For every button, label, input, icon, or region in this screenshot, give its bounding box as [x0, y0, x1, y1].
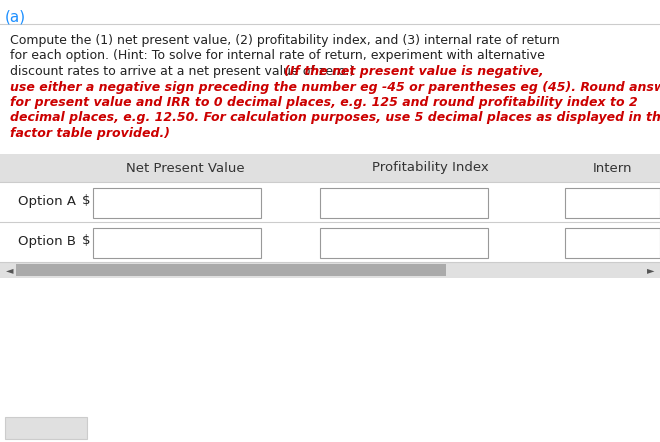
Bar: [0, 154, 660, 182]
Bar: [16, 264, 446, 276]
Text: discount rates to arrive at a net present value of zero.): discount rates to arrive at a net presen…: [10, 65, 358, 78]
Text: ◄: ◄: [6, 265, 13, 275]
Text: factor table provided.): factor table provided.): [10, 127, 170, 140]
Text: $: $: [82, 194, 90, 207]
Text: Profitability Index: Profitability Index: [372, 161, 488, 175]
FancyBboxPatch shape: [565, 188, 660, 218]
FancyBboxPatch shape: [5, 417, 87, 439]
Text: for each option. (Hint: To solve for internal rate of return, experiment with al: for each option. (Hint: To solve for int…: [10, 50, 545, 62]
Text: Compute the (1) net present value, (2) profitability index, and (3) internal rat: Compute the (1) net present value, (2) p…: [10, 34, 560, 47]
Text: decimal places, e.g. 12.50. For calculation purposes, use 5 decimal places as di: decimal places, e.g. 12.50. For calculat…: [10, 111, 660, 125]
FancyBboxPatch shape: [93, 188, 261, 218]
Text: (a): (a): [5, 10, 26, 25]
FancyBboxPatch shape: [93, 228, 261, 258]
FancyBboxPatch shape: [565, 228, 660, 258]
Text: Net Present Value: Net Present Value: [125, 161, 244, 175]
Text: (If the net present value is negative,: (If the net present value is negative,: [284, 65, 544, 78]
FancyBboxPatch shape: [320, 228, 488, 258]
Bar: [0, 262, 660, 278]
Text: Intern: Intern: [593, 161, 633, 175]
Text: ►: ►: [647, 265, 654, 275]
FancyBboxPatch shape: [320, 188, 488, 218]
Text: Option A: Option A: [18, 194, 76, 207]
Text: for present value and IRR to 0 decimal places, e.g. 125 and round profitability : for present value and IRR to 0 decimal p…: [10, 96, 638, 109]
Text: use either a negative sign preceding the number eg -45 or parentheses eg (45). R: use either a negative sign preceding the…: [10, 80, 660, 94]
Text: $: $: [82, 235, 90, 248]
Text: Option B: Option B: [18, 235, 76, 248]
